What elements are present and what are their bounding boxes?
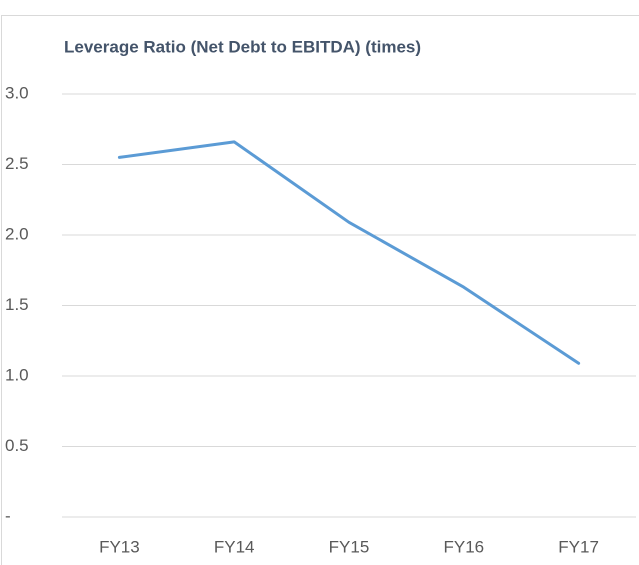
y-tick-label: 2.5: [5, 154, 29, 173]
y-tick-label: 1.0: [5, 365, 29, 384]
x-tick-label: FY14: [214, 537, 255, 556]
y-tick-label: 1.5: [5, 295, 29, 314]
y-tick-label: 2.0: [5, 224, 29, 243]
x-tick-label: FY17: [558, 537, 599, 556]
x-tick-label: FY15: [329, 537, 370, 556]
line-series: [117, 140, 581, 365]
chart-title: Leverage Ratio (Net Debt to EBITDA) (tim…: [64, 37, 421, 56]
chart-frame: [1, 15, 639, 565]
y-tick-label: 0.5: [5, 436, 29, 455]
x-tick-label: FY13: [99, 537, 140, 556]
y-tick-label: -: [5, 506, 11, 525]
y-tick-label: 3.0: [5, 83, 29, 102]
x-tick-label: FY16: [443, 537, 484, 556]
